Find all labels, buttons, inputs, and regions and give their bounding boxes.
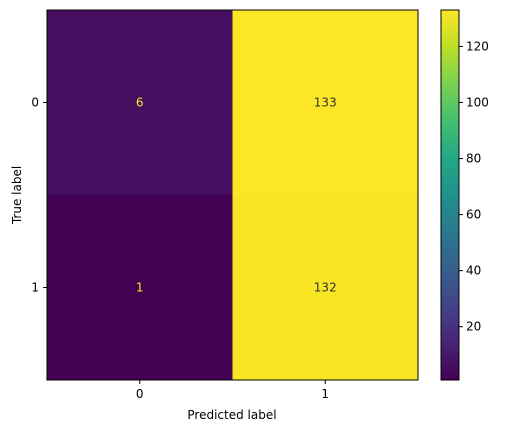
- y-tick-label-0: 0: [31, 96, 39, 110]
- heatmap-cell-0-0: [47, 10, 233, 196]
- cell-value-1-1: 132: [314, 281, 337, 295]
- x-tick-label-1: 1: [321, 387, 329, 401]
- x-tick-label-0: 0: [136, 387, 144, 401]
- cell-annotations: 6 133 1 132: [136, 96, 337, 295]
- colorbar: 20 40 60 80 100 120: [440, 9, 489, 381]
- heatmap-cell-1-0: [47, 195, 233, 381]
- colorbar-gradient: [440, 9, 460, 381]
- colorbar-tick-label-1: 40: [466, 264, 481, 278]
- cell-value-0-1: 133: [314, 96, 337, 110]
- cell-value-1-0: 1: [136, 281, 144, 295]
- colorbar-ticks: 20 40 60 80 100 120: [459, 39, 489, 334]
- colorbar-tick-label-0: 20: [466, 320, 481, 334]
- y-axis: 01: [31, 96, 47, 295]
- colorbar-tick-label-2: 60: [466, 208, 481, 222]
- colorbar-tick-label-4: 100: [466, 96, 489, 110]
- y-axis-label: True label: [10, 166, 24, 225]
- heatmap-plot-area: 6 133 1 132: [46, 9, 419, 381]
- heatmap-cell-0-1: [232, 10, 419, 196]
- x-axis-label: Predicted label: [187, 408, 276, 422]
- colorbar-tick-label-5: 120: [466, 39, 489, 53]
- heatmap-cells: [47, 10, 419, 381]
- cell-value-0-0: 6: [136, 96, 144, 110]
- colorbar-tick-label-3: 80: [466, 152, 481, 166]
- y-tick-label-1: 1: [31, 281, 39, 295]
- plot-frame: [46, 9, 419, 381]
- heatmap-cell-1-1: [232, 195, 419, 381]
